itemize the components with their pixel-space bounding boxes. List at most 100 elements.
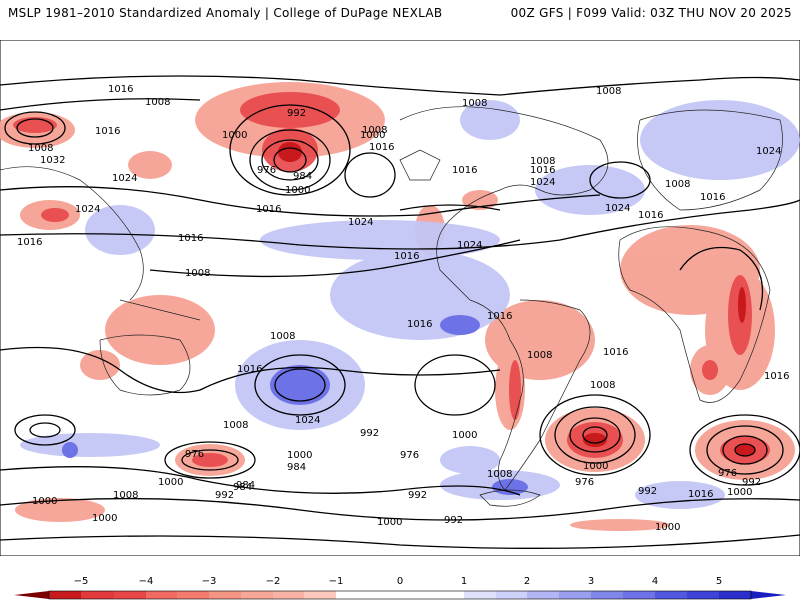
contour-label: 1024 — [756, 146, 781, 157]
contour-label: 992 — [638, 486, 657, 497]
contour-label: 984 — [233, 482, 252, 493]
contour-label: 1000 — [92, 513, 117, 524]
strong-positive-anomaly — [62, 315, 528, 495]
contour-label: 992 — [408, 490, 427, 501]
contour-label: 1008 — [185, 268, 210, 279]
colorbar-swatch — [241, 591, 273, 599]
colorbar-swatch — [304, 591, 336, 599]
contour-label: 1016 — [407, 319, 432, 330]
coastlines — [0, 106, 783, 507]
contour-label: 1016 — [764, 371, 789, 382]
colorbar-tick-label: −5 — [74, 576, 89, 587]
map-title: MSLP 1981–2010 Standardized Anomaly | Co… — [8, 6, 443, 20]
contour-label: 992 — [742, 477, 761, 488]
colorbar-swatch — [559, 591, 591, 599]
colorbar-low-arrow — [14, 591, 49, 599]
contour-label: 992 — [215, 490, 234, 501]
colorbar-tick-label: 3 — [588, 576, 594, 587]
contour-label: 992 — [444, 515, 463, 526]
colorbar-swatch — [177, 591, 209, 599]
colorbar-high-arrow — [751, 591, 786, 599]
contour-label: 976 — [575, 477, 594, 488]
contour-label: 1016 — [530, 165, 555, 176]
colorbar-swatch — [114, 591, 146, 599]
contour-label: 1016 — [178, 233, 203, 244]
colorbar-swatch — [623, 591, 655, 599]
contour-label: 992 — [360, 428, 379, 439]
contour-label: 1008 — [665, 179, 690, 190]
colorbar-swatch — [687, 591, 719, 599]
colorbar-swatch — [591, 591, 623, 599]
contour-label: 1016 — [237, 364, 262, 375]
colorbar-swatch — [49, 591, 81, 599]
isobars — [0, 75, 800, 549]
contour-label: 1008 — [487, 469, 512, 480]
contour-label: 1024 — [457, 240, 482, 251]
contour-label: 976 — [718, 468, 737, 479]
contour-label: 1000 — [583, 461, 608, 472]
contour-label: 1024 — [112, 173, 137, 184]
colorbar-swatch — [209, 591, 241, 599]
contour-label: 1024 — [75, 204, 100, 215]
contour-label: 1024 — [295, 415, 320, 426]
contour-label: 1008 — [28, 143, 53, 154]
colorbar-tick-label: −4 — [139, 576, 154, 587]
contour-label: 1008 — [223, 420, 248, 431]
contour-label: 1016 — [452, 165, 477, 176]
contour-label: 1008 — [362, 125, 387, 136]
colorbar-tick-label: −2 — [266, 576, 281, 587]
anomaly-map: 1016 1008 1016 1008 1032 1024 1024 1016 … — [0, 40, 800, 556]
contour-label: 1008 — [113, 490, 138, 501]
contour-label: 1000 — [377, 517, 402, 528]
contour-label: 1008 — [462, 98, 487, 109]
contour-label: 1000 — [32, 496, 57, 507]
contour-label: 1016 — [394, 251, 419, 262]
colorbar-tick-label: 0 — [397, 576, 403, 587]
colorbar-tick-label: −3 — [202, 576, 217, 587]
colorbar: −5 −4 −3 −2 −1 0 1 2 3 4 5 — [14, 576, 786, 600]
contour-label: 1016 — [487, 311, 512, 322]
contour-label: 1000 — [655, 522, 680, 533]
contour-label: 1024 — [348, 217, 373, 228]
contour-label: 1032 — [40, 155, 65, 166]
contour-label: 984 — [293, 171, 312, 182]
contour-label: 976 — [257, 165, 276, 176]
contour-label: 1008 — [590, 380, 615, 391]
colorbar-swatches — [14, 590, 786, 600]
contour-label: 1000 — [360, 130, 385, 141]
contour-label: 1016 — [17, 237, 42, 248]
extreme-negative-anomaly — [278, 142, 755, 456]
contour-label: 992 — [287, 108, 306, 119]
colorbar-tick-label: 4 — [652, 576, 658, 587]
contour-label: 1016 — [108, 84, 133, 95]
contour-label: 984 — [287, 462, 306, 473]
contour-label: 984 — [236, 480, 255, 491]
colorbar-swatch — [719, 591, 751, 599]
colorbar-swatch — [496, 591, 527, 599]
colorbar-swatch — [464, 591, 496, 599]
contour-label: 1000 — [452, 430, 477, 441]
contour-label: 1008 — [596, 86, 621, 97]
contour-labels: 1016 1008 1016 1008 1032 1024 1024 1016 … — [17, 84, 789, 533]
contour-label: 1016 — [95, 126, 120, 137]
contour-label: 1016 — [369, 142, 394, 153]
contour-label: 1000 — [158, 477, 183, 488]
colorbar-swatch — [146, 591, 177, 599]
contour-label: 1008 — [145, 97, 170, 108]
colorbar-tick-label: 2 — [524, 576, 530, 587]
contour-label: 976 — [185, 449, 204, 460]
contour-label: 976 — [400, 450, 419, 461]
colorbar-tick-label: 5 — [716, 576, 722, 587]
colorbar-swatch — [273, 591, 304, 599]
colorbar-tick-label: −1 — [329, 576, 344, 587]
contour-label: 1016 — [603, 347, 628, 358]
contour-label: 1000 — [727, 487, 752, 498]
contour-label: 1000 — [287, 450, 312, 461]
colorbar-swatch — [336, 591, 464, 599]
colorbar-labels: −5 −4 −3 −2 −1 0 1 2 3 4 5 — [74, 576, 723, 587]
contour-label: 1008 — [527, 350, 552, 361]
colorbar-swatch — [81, 591, 114, 599]
contour-label: 1016 — [638, 210, 663, 221]
colorbar-tick-label: 1 — [461, 576, 467, 587]
contour-label: 1000 — [222, 130, 247, 141]
